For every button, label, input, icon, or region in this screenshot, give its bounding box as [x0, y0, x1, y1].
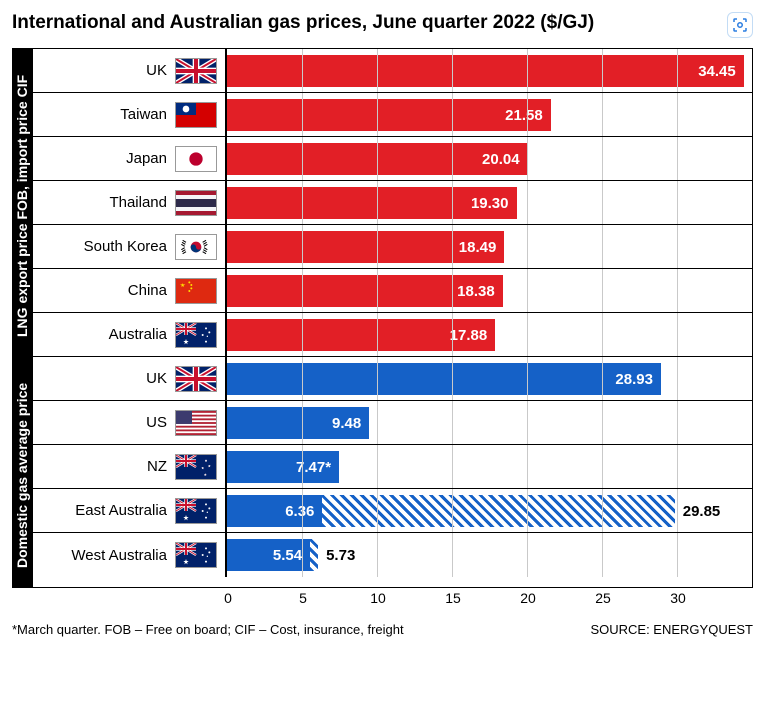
- bar-segment: 18.38: [227, 275, 503, 307]
- x-tick: 0: [224, 590, 232, 606]
- chart-row: UK 34.45: [33, 49, 752, 93]
- x-tick: 10: [370, 590, 386, 606]
- flag-icon: [175, 278, 217, 304]
- row-label: Australia: [109, 326, 167, 343]
- bar-segment: 34.45: [227, 55, 744, 87]
- bar-segment: 18.49: [227, 231, 504, 263]
- row-label: China: [128, 282, 167, 299]
- bar-value-outside: 5.73: [326, 547, 355, 564]
- flag-icon: [175, 410, 217, 436]
- row-label: Taiwan: [120, 106, 167, 123]
- flag-icon: [175, 146, 217, 172]
- flag-icon: [175, 102, 217, 128]
- flag-icon: [175, 454, 217, 480]
- group-vlabel-domestic: Domestic gas average price: [12, 363, 32, 588]
- row-label: US: [146, 414, 167, 431]
- row-label: Japan: [126, 150, 167, 167]
- chart-row: Taiwan 21.58: [33, 93, 752, 137]
- chart-row: Japan20.04: [33, 137, 752, 181]
- chart-title: International and Australian gas prices,…: [12, 12, 594, 34]
- footnote: *March quarter. FOB – Free on board; CIF…: [12, 622, 404, 637]
- flag-icon: [175, 234, 217, 260]
- x-tick: 15: [445, 590, 461, 606]
- chart-row: Thailand 19.30: [33, 181, 752, 225]
- row-label: UK: [146, 370, 167, 387]
- bar-segment: [322, 495, 674, 527]
- bar-segment: 28.93: [227, 363, 661, 395]
- flag-icon: [175, 58, 217, 84]
- bar-segment: 17.88: [227, 319, 495, 351]
- x-axis: 051015202530: [228, 588, 753, 612]
- x-tick: 30: [670, 590, 686, 606]
- chart-row: Australia 17.88: [33, 313, 752, 357]
- x-tick: 25: [595, 590, 611, 606]
- row-label: NZ: [147, 458, 167, 475]
- source-label: SOURCE: ENERGYQUEST: [590, 622, 753, 637]
- chart-row: South Korea 18.49: [33, 225, 752, 269]
- capture-icon[interactable]: [727, 12, 753, 38]
- chart-row: China 18.38: [33, 269, 752, 313]
- flag-icon: [175, 498, 217, 524]
- bar-value-outside: 29.85: [683, 503, 721, 520]
- bar-segment: [310, 539, 318, 571]
- group-vlabel-export: LNG export price FOB, import price CIF: [12, 48, 32, 363]
- bar-segment: 9.48: [227, 407, 369, 439]
- chart-row: West Australia 5.54 5.73: [33, 533, 752, 577]
- bar-segment: 6.36: [227, 495, 322, 527]
- row-label: UK: [146, 62, 167, 79]
- bar-segment: 21.58: [227, 99, 551, 131]
- flag-icon: [175, 190, 217, 216]
- row-label: East Australia: [75, 502, 167, 519]
- bar-segment: 5.54: [227, 539, 310, 571]
- chart-row: US 9.48: [33, 401, 752, 445]
- flag-icon: [175, 542, 217, 568]
- chart-row: East Australia 6.36 29.85: [33, 489, 752, 533]
- x-tick: 5: [299, 590, 307, 606]
- row-label: Thailand: [109, 194, 167, 211]
- row-label: West Australia: [71, 547, 167, 564]
- bar-segment: 7.47*: [227, 451, 339, 483]
- chart: LNG export price FOB, import price CIFDo…: [12, 48, 753, 588]
- chart-row: UK 28.93: [33, 357, 752, 401]
- bar-segment: 19.30: [227, 187, 517, 219]
- x-tick: 20: [520, 590, 536, 606]
- chart-row: NZ 7.47*: [33, 445, 752, 489]
- flag-icon: [175, 322, 217, 348]
- row-label: South Korea: [84, 238, 167, 255]
- flag-icon: [175, 366, 217, 392]
